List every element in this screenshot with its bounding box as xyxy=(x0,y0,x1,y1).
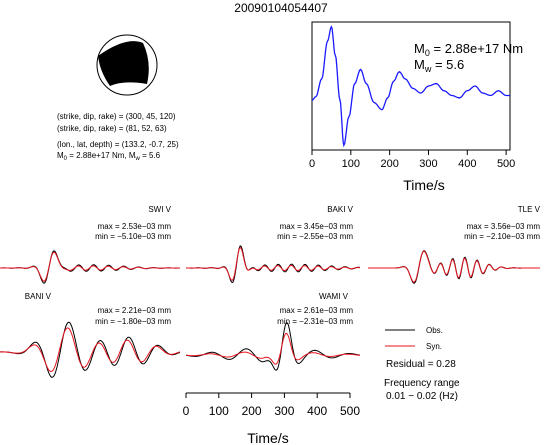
bottom-time-axis: 0 100 200 300 400 500 xyxy=(183,392,360,418)
station-baki: BAKI V max = 3.45e−03 mm min = −2.55e−03… xyxy=(185,205,361,284)
bottom-x-tick-label: 300 xyxy=(274,404,294,418)
stf-mw-label: Mw = 5.6 xyxy=(414,57,464,74)
obs-trace xyxy=(0,321,181,378)
station-max: max = 3.45e−03 mm xyxy=(280,222,354,231)
freq-value: 0.01 − 0.02 (Hz) xyxy=(386,391,458,402)
station-swi: SWI V max = 2.53e−03 mm min = −5.10e−03 … xyxy=(0,205,180,284)
stf-plot: 0 100 200 300 400 500 Time/s M0 = 2.88e+17 Nm… xyxy=(309,21,523,193)
station-name: WAMI V xyxy=(319,292,349,301)
syn-trace xyxy=(0,251,180,282)
station-min: min = −2.31e−03 mm xyxy=(277,317,353,326)
syn-trace xyxy=(0,327,181,373)
stf-x-tick-label: 500 xyxy=(497,158,515,170)
legend: Obs. Syn. Residual = 0.28 Frequency rang… xyxy=(384,326,460,402)
freq-title: Frequency range xyxy=(384,378,460,389)
station-bani: BANI V max = 2.21e−03 mm min = −1.80e−03… xyxy=(0,292,181,378)
stf-frame xyxy=(311,21,511,151)
legend-obs-label: Obs. xyxy=(426,326,443,335)
obs-trace xyxy=(368,250,540,284)
bottom-x-tick-label: 0 xyxy=(183,404,190,418)
obs-trace xyxy=(185,245,361,284)
focal-line-1: (strike, dip, rake) = (300, 45, 120) xyxy=(57,112,176,121)
stf-x-tick-label: 0 xyxy=(309,158,315,170)
focal-line-2: (strike, dip, rake) = (81, 52, 63) xyxy=(57,124,167,133)
station-name: BANI V xyxy=(25,292,52,301)
focal-line-4: M0 = 2.88e+17 Nm, Mw = 5.6 xyxy=(57,151,161,162)
station-max: max = 2.21e−03 mm xyxy=(98,306,172,315)
legend-syn-label: Syn. xyxy=(426,342,442,351)
station-min: min = −5.10e−03 mm xyxy=(95,232,171,241)
station-max: max = 2.53e−03 mm xyxy=(98,222,172,231)
syn-trace xyxy=(185,332,360,365)
station-min: min = −2.55e−03 mm xyxy=(277,232,353,241)
stf-x-tick-label: 100 xyxy=(342,158,360,170)
focal-info: (strike, dip, rake) = (300, 45, 120) (st… xyxy=(57,112,179,162)
bottom-x-tick-label: 200 xyxy=(242,404,262,418)
focal-mechanism-beachball xyxy=(96,34,158,96)
stf-curve xyxy=(311,25,510,148)
bottom-xlabel: Time/s xyxy=(247,430,288,445)
stf-x-tick-label: 200 xyxy=(380,158,398,170)
bottom-x-tick-label: 500 xyxy=(340,404,360,418)
station-min: min = −1.80e−03 mm xyxy=(95,317,171,326)
event-title: 20090104054407 xyxy=(234,1,328,15)
bottom-x-tick-label: 400 xyxy=(307,404,327,418)
stf-x-tick-label: 400 xyxy=(458,158,476,170)
station-name: BAKI V xyxy=(327,205,353,214)
obs-trace xyxy=(185,322,361,371)
stf-xlabel: Time/s xyxy=(403,177,444,193)
station-max: max = 3.56e−03 mm xyxy=(467,222,541,231)
obs-trace xyxy=(0,250,180,284)
residual-label: Residual = 0.28 xyxy=(386,359,456,370)
station-wami: WAMI V max = 2.61e−03 mm min = −2.31e−03… xyxy=(185,292,361,371)
station-min: min = −2.10e−03 mm xyxy=(464,232,540,241)
station-max: max = 2.61e−03 mm xyxy=(280,306,354,315)
station-tle: TLE V max = 3.56e−03 mm min = −2.10e−03 … xyxy=(368,205,541,284)
stf-x-axis: 0 100 200 300 400 500 xyxy=(309,150,515,170)
stf-m0-label: M0 = 2.88e+17 Nm xyxy=(414,41,523,58)
stf-x-tick-label: 300 xyxy=(419,158,437,170)
station-name: SWI V xyxy=(148,205,171,214)
syn-trace xyxy=(368,250,540,283)
focal-line-3: (lon., lat, depth) = (133.2, -0.7, 25) xyxy=(57,140,179,149)
syn-trace xyxy=(186,246,361,282)
station-name: TLE V xyxy=(518,205,541,214)
bottom-x-tick-label: 100 xyxy=(209,404,229,418)
